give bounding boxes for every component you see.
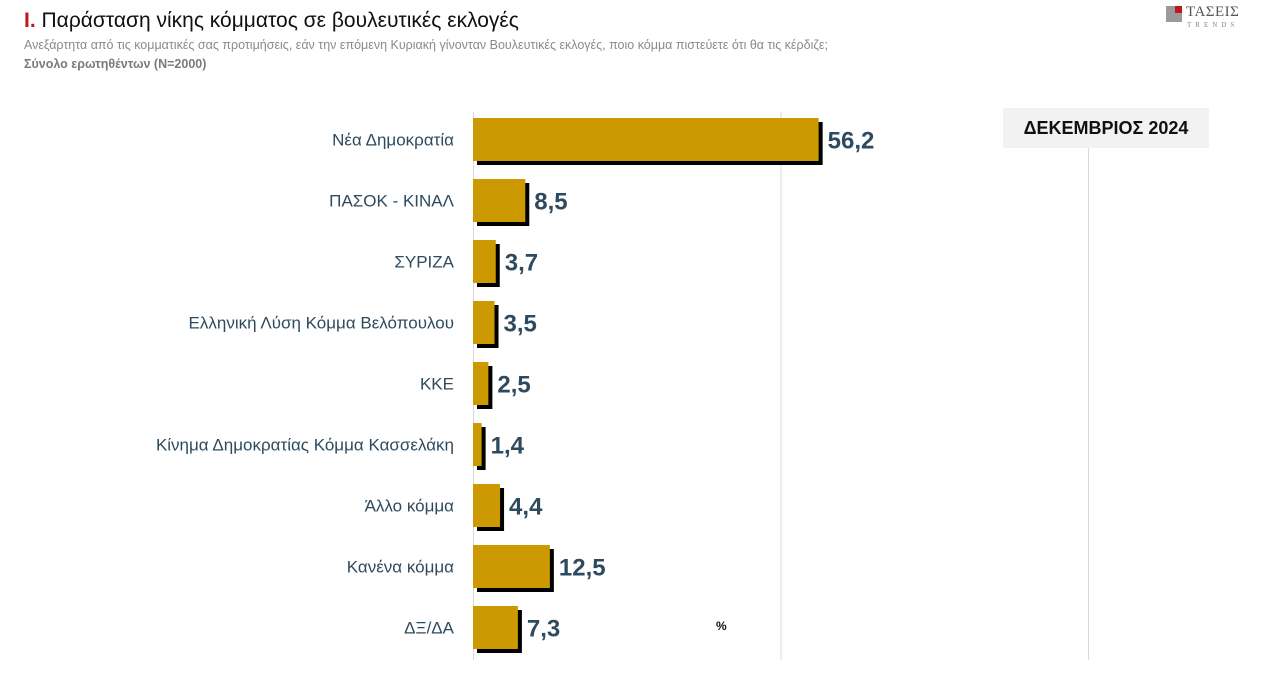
data-label: 3,5 (504, 311, 537, 338)
bar (473, 484, 501, 527)
category-label: ΠΑΣΟΚ - ΚΙΝΑΛ (329, 192, 454, 211)
title-text: Παράσταση νίκης κόμματος σε βουλευτικές … (41, 9, 519, 32)
unit-label: % (716, 619, 727, 633)
bar (473, 301, 495, 344)
category-label: Κανένα κόμμα (347, 558, 454, 577)
category-label: Ελληνική Λύση Κόμμα Βελόπουλου (189, 314, 454, 333)
chart-subtitle: Ανεξάρτητα από τις κομματικές σας προτιμ… (24, 38, 828, 52)
bar (473, 240, 496, 283)
bar (473, 118, 819, 161)
category-label: ΣΥΡΙΖΑ (394, 253, 454, 272)
chart-title: I. Παράσταση νίκης κόμματος σε βουλευτικ… (24, 9, 519, 33)
logo-subtitle: TRENDS (1187, 21, 1239, 29)
logo-name: ΤΑΣΕΙΣ (1186, 4, 1240, 20)
sample-base: Σύνολο ερωτηθέντων (N=2000) (24, 57, 207, 71)
category-label: ΔΞ/ΔΑ (404, 619, 454, 638)
date-badge: ΔΕΚΕΜΒΡΙΟΣ 2024 (1003, 108, 1209, 148)
data-label: 3,7 (505, 250, 538, 277)
data-label: 2,5 (497, 372, 530, 399)
logo-mark-icon (1166, 6, 1182, 22)
category-label: Άλλο κόμμα (365, 497, 455, 516)
data-label: 8,5 (534, 189, 567, 216)
data-label: 4,4 (509, 494, 543, 521)
category-label: ΚΚΕ (420, 375, 454, 394)
bar (473, 179, 526, 222)
data-label: 7,3 (527, 616, 560, 643)
data-label: 12,5 (559, 555, 606, 582)
bar (473, 545, 550, 588)
category-label: Κίνημα Δημοκρατίας Κόμμα Κασσελάκη (156, 436, 454, 455)
data-label: 56,2 (828, 128, 875, 155)
data-label: 1,4 (491, 433, 525, 460)
bar (473, 423, 482, 466)
brand-logo: ΤΑΣΕΙΣ TRENDS (1166, 4, 1261, 32)
category-label: Νέα Δημοκρατία (332, 131, 454, 150)
bar (473, 362, 489, 405)
bar (473, 606, 518, 649)
title-number: I. (24, 9, 36, 32)
